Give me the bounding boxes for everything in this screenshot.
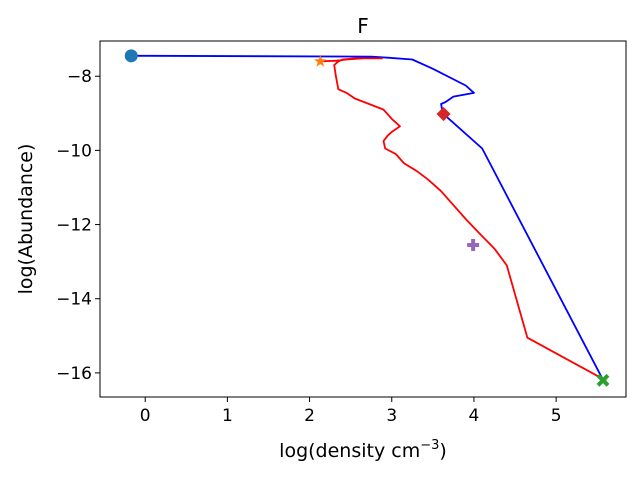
y-tick-label: −14 [56,290,92,310]
y-tick-label: −10 [56,141,92,161]
y-axis-label: log(Abundance) [15,144,37,295]
x-tick-label: 5 [551,406,562,426]
plot-background [100,41,626,397]
marker-circle [124,49,138,63]
x-tick-label: 2 [304,406,315,426]
x-tick-label: 4 [469,406,480,426]
x-axis-label: log(density cm−3) [279,438,447,462]
y-tick-label: −12 [56,216,92,236]
series-line-0 [129,54,605,382]
x-tick-label: 1 [222,406,233,426]
x-tick-label: 0 [140,406,151,426]
series-line-1 [319,57,607,382]
x-tick-label: 3 [386,406,397,426]
marker-plus [467,238,480,251]
marker-x [596,373,610,387]
y-axis: −8 −10 −12 −14 −16 [56,67,100,384]
y-tick-label: −16 [56,364,92,384]
x-axis-label-main: log(density cm [279,440,420,462]
y-tick-label: −8 [67,67,92,87]
series-layer [129,54,607,382]
marker-layer [124,49,610,387]
x-axis: 0 1 2 3 4 5 [140,397,562,426]
marker-diamond [436,106,451,122]
x-axis-label-end: ) [439,440,446,462]
chart-title: F [357,14,369,38]
x-axis-label-superscript: −3 [420,438,439,453]
plot-frame [99,40,627,398]
marker-star [314,54,327,67]
